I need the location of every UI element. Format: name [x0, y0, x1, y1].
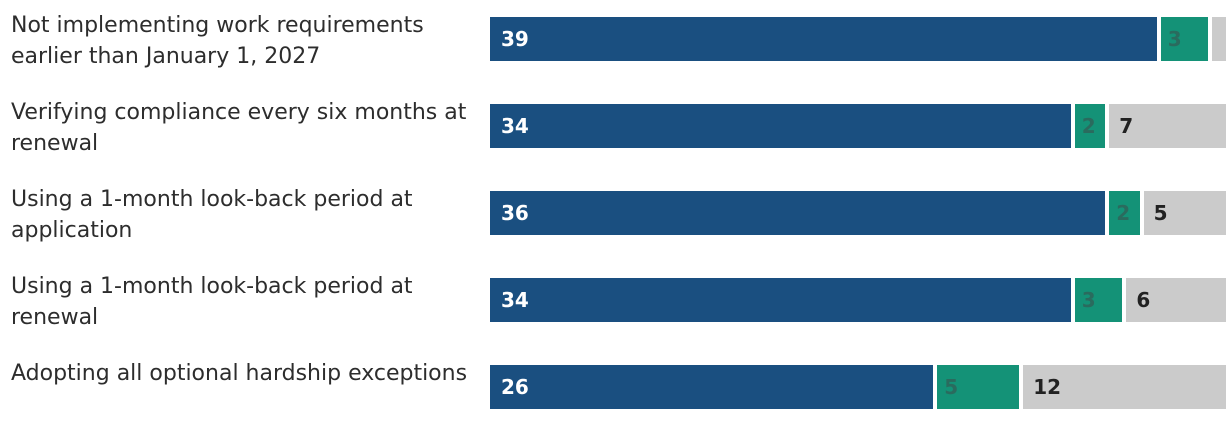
bar-segment-a: [490, 104, 1071, 148]
bar-segment-c: [1126, 278, 1226, 322]
bar-segment-a: [490, 278, 1071, 322]
data-label: 26: [501, 375, 529, 399]
category-label: Verifying compliance every six months at…: [11, 100, 467, 156]
bar-segment-a: [490, 17, 1157, 61]
bar-segment-a: [490, 191, 1106, 235]
data-label: 5: [944, 375, 959, 399]
chart-row: Using a 1-month look-back period at rene…: [0, 261, 1226, 343]
bar-segment-c: [1023, 365, 1226, 409]
data-label: 34: [501, 114, 529, 138]
bar-track: 36 2 5: [490, 191, 1226, 235]
data-label: 36: [501, 201, 529, 225]
data-label: 3: [1081, 288, 1096, 312]
data-label: 7: [1119, 114, 1134, 138]
chart-row: Adopting all optional hardship exception…: [0, 348, 1226, 430]
data-label: 3: [1167, 27, 1182, 51]
bar-segment-b: [937, 365, 1020, 409]
data-label: 2: [1116, 201, 1131, 225]
bar-track: 39 3: [490, 17, 1226, 61]
data-label: 39: [501, 27, 529, 51]
chart-row: Not implementing work requirements earli…: [0, 0, 1226, 82]
category-label: Using a 1-month look-back period at rene…: [11, 274, 413, 330]
data-label: 34: [501, 288, 529, 312]
bar-track: 34 2 7: [490, 104, 1226, 148]
chart-row: Verifying compliance every six months at…: [0, 87, 1226, 169]
bar-segment-b: [1074, 104, 1106, 148]
bar-track: 34 3 6: [490, 278, 1226, 322]
bar-segment-b: [1109, 191, 1140, 235]
bar-segment-c: [1143, 191, 1226, 235]
bar-segment-b: [1160, 17, 1209, 61]
bar-segment-c: [1109, 104, 1226, 148]
data-label: 5: [1153, 201, 1168, 225]
stacked-bar-chart: Not implementing work requirements earli…: [0, 0, 1226, 409]
bar-track: 26 5 12: [490, 365, 1226, 409]
data-label: 2: [1081, 114, 1096, 138]
category-label: Adopting all optional hardship exception…: [11, 361, 468, 386]
data-label: 12: [1033, 375, 1062, 399]
bar-segment-a: [490, 365, 934, 409]
bar-segment-c: [1212, 17, 1226, 61]
bar-segment-b: [1074, 278, 1123, 322]
category-label: Using a 1-month look-back period at appl…: [11, 187, 413, 243]
category-label: Not implementing work requirements earli…: [11, 13, 424, 69]
data-label: 6: [1136, 288, 1151, 312]
chart-row: Using a 1-month look-back period at appl…: [0, 174, 1226, 256]
